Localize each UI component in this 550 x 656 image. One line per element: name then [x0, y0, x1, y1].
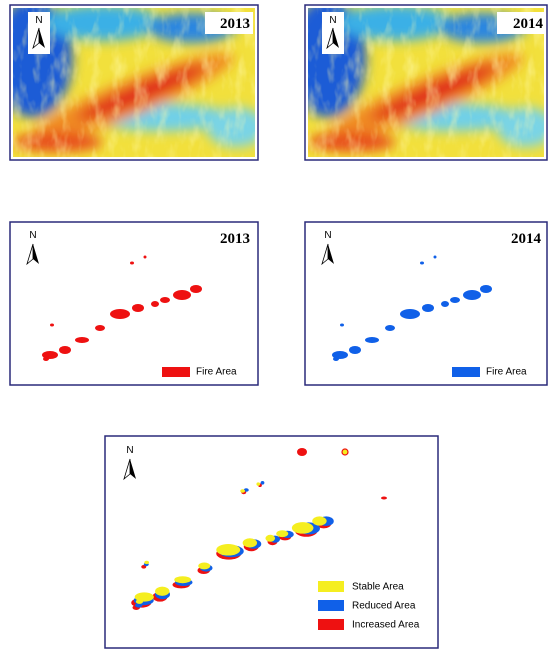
fire-panel: N 2013 Fire Area: [9, 221, 259, 386]
year: 2014: [511, 231, 542, 247]
legend-label: Increased Area: [352, 620, 420, 631]
year: 2013: [220, 16, 250, 32]
legend-label: Reduced Area: [352, 601, 416, 612]
heatmap-panel: N 2014: [304, 4, 548, 161]
change-panel: N Stable Area Reduced Area Increased Are…: [104, 435, 439, 649]
legend-label: Fire Area: [486, 367, 527, 378]
north-label: N: [324, 230, 331, 241]
fire-panel: N 2014 Fire Area: [304, 221, 548, 386]
north-label: N: [126, 445, 133, 456]
year: 2014: [513, 16, 544, 32]
heatmap-panel: N 2013: [9, 4, 259, 161]
legend-label: Stable Area: [352, 582, 404, 593]
legend-label: Fire Area: [196, 367, 237, 378]
year: 2013: [220, 231, 250, 247]
north-label: N: [329, 15, 336, 26]
north-label: N: [29, 230, 36, 241]
north-label: N: [35, 15, 42, 26]
